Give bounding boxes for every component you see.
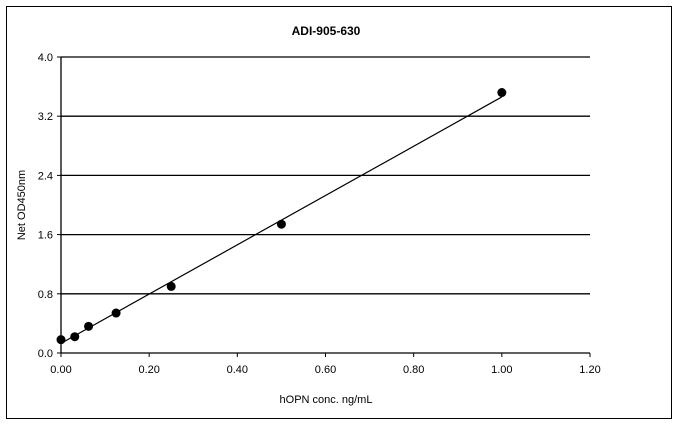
- data-point-1: [70, 332, 80, 342]
- data-point-2: [84, 321, 94, 331]
- y-axis-label: Net OD450nm: [16, 170, 28, 240]
- y-tick-label-1: 0.8: [38, 289, 53, 301]
- y-tick-labels: 0.0 0.8 1.6 2.4 3.2 4.0: [38, 52, 53, 360]
- x-tick-label-4: 0.80: [403, 364, 424, 376]
- x-tick-labels: 0.00 0.20 0.40 0.60 0.80 1.00 1.20: [50, 364, 600, 376]
- x-tick-label-2: 0.40: [227, 364, 248, 376]
- x-axis-label: hOPN conc. ng/mL: [280, 394, 373, 406]
- grid-lines: [61, 56, 590, 295]
- y-tick-label-5: 4.0: [38, 52, 53, 64]
- data-point-3: [111, 308, 121, 318]
- x-tick-label-3: 0.60: [315, 364, 336, 376]
- data-series: [56, 88, 507, 345]
- data-point-4: [166, 281, 176, 291]
- axes: [57, 56, 591, 357]
- data-point-5: [276, 219, 286, 229]
- y-tick-label-4: 3.2: [38, 111, 53, 123]
- chart-frame: [6, 6, 672, 419]
- y-tick-label-2: 1.6: [38, 230, 53, 242]
- x-tick-label-1: 0.20: [138, 364, 159, 376]
- y-tick-label-3: 2.4: [38, 170, 53, 182]
- data-point-6: [497, 88, 507, 98]
- data-point-0: [56, 335, 66, 345]
- x-tick-label-5: 1.00: [491, 364, 512, 376]
- x-tick-label-6: 1.20: [579, 364, 600, 376]
- chart-title: ADI-905-630: [292, 24, 361, 38]
- x-tick-label-0: 0.00: [50, 364, 71, 376]
- y-tick-label-0: 0.0: [38, 348, 53, 360]
